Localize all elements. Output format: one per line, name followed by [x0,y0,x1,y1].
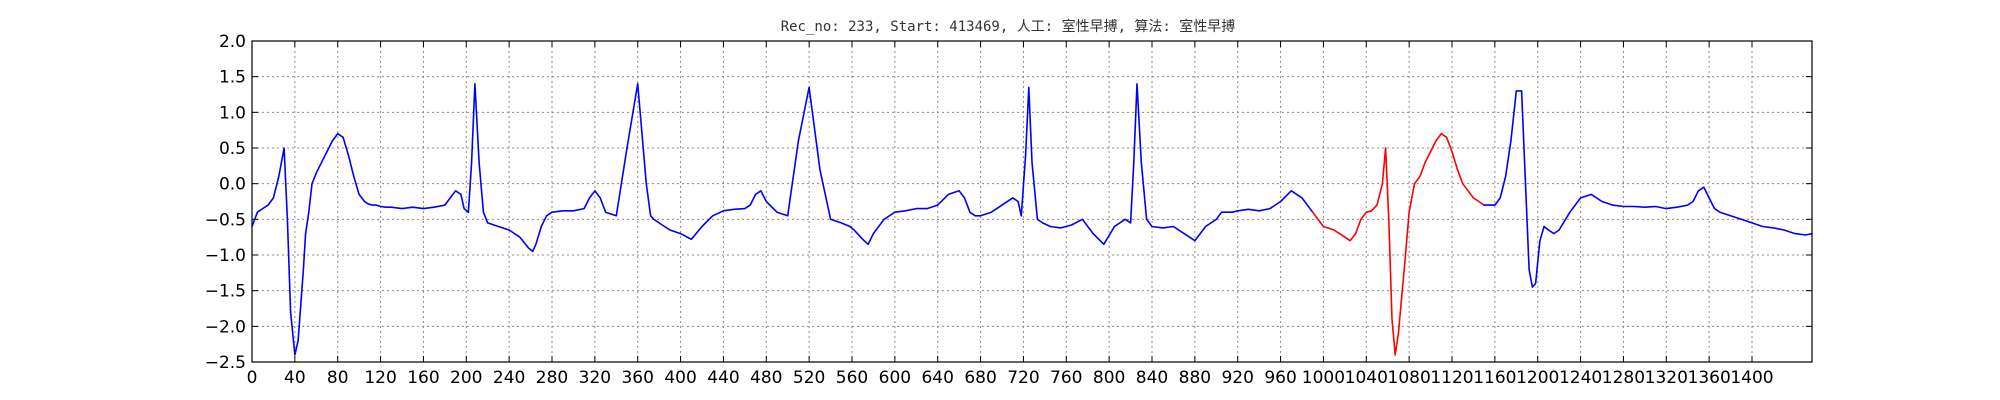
x-tick-label: 200 [450,368,482,388]
ecg-series-line-3 [1311,132,1485,356]
x-tick-label: 160 [407,368,439,388]
x-tick-label: 960 [1264,368,1296,388]
x-tick-label: 1200 [1516,368,1559,388]
x-tick-label: 720 [1007,368,1039,388]
y-tick-label: 0.5 [219,139,246,159]
x-tick-label: 1320 [1645,368,1688,388]
x-tick-labels: 0 40 80 120 160 200 240 280 320 360 400 440 480 520 56… [247,368,1774,388]
x-tick-label: 1240 [1559,368,1602,388]
ecg-series-line-1 [251,83,1003,356]
chart-title: Rec_no: 233, Start: 413469, 人工: 室性早搏, 算法… [781,18,1236,35]
x-tick-label: 640 [921,368,953,388]
y-tick-label: 2.0 [219,32,246,52]
y-tick-label: −2.5 [205,353,246,373]
x-tick-label: 400 [664,368,696,388]
ecg-series-line-2 [1001,83,1314,246]
series-group [251,83,1813,356]
x-tick-label: 480 [750,368,782,388]
ecg-series-line-4 [1483,90,1813,288]
y-tick-label: −1.0 [205,246,246,266]
x-tick-label: 1000 [1302,368,1345,388]
x-tick-label: 1040 [1345,368,1388,388]
x-tick-label: 600 [879,368,911,388]
x-tick-label: 840 [1136,368,1168,388]
ticks-group [251,40,1812,363]
x-tick-label: 1280 [1602,368,1645,388]
x-tick-label: 1080 [1388,368,1431,388]
x-tick-label: 240 [493,368,525,388]
x-tick-label: 1400 [1730,368,1773,388]
x-tick-label: 560 [836,368,868,388]
y-tick-label: −2.0 [205,317,246,337]
x-tick-label: 680 [964,368,996,388]
x-tick-label: 280 [536,368,568,388]
x-tick-label: 520 [793,368,825,388]
plot-frame [251,40,1813,363]
y-tick-label: −1.5 [205,282,246,302]
y-tick-label: −0.5 [205,210,246,230]
y-tick-labels: 2.0 1.5 1.0 0.5 0.0 −0.5 −1.0 −1.5 −2.0 −2.5 [205,32,246,373]
x-tick-label: 800 [1093,368,1125,388]
x-tick-label: 80 [327,368,349,388]
x-tick-label: 440 [707,368,739,388]
x-tick-label: 760 [1050,368,1082,388]
y-tick-label: 1.5 [219,68,246,88]
y-tick-label: 1.0 [219,103,246,123]
y-tick-label: 0.0 [219,175,246,195]
x-tick-label: 40 [284,368,306,388]
x-tick-label: 360 [621,368,653,388]
x-tick-label: 1360 [1688,368,1731,388]
x-tick-label: 120 [364,368,396,388]
x-tick-label: 320 [579,368,611,388]
x-tick-label: 1160 [1473,368,1516,388]
x-tick-label: 1120 [1430,368,1473,388]
x-tick-label: 880 [1179,368,1211,388]
x-tick-label: 0 [247,368,258,388]
x-tick-label: 920 [1221,368,1253,388]
